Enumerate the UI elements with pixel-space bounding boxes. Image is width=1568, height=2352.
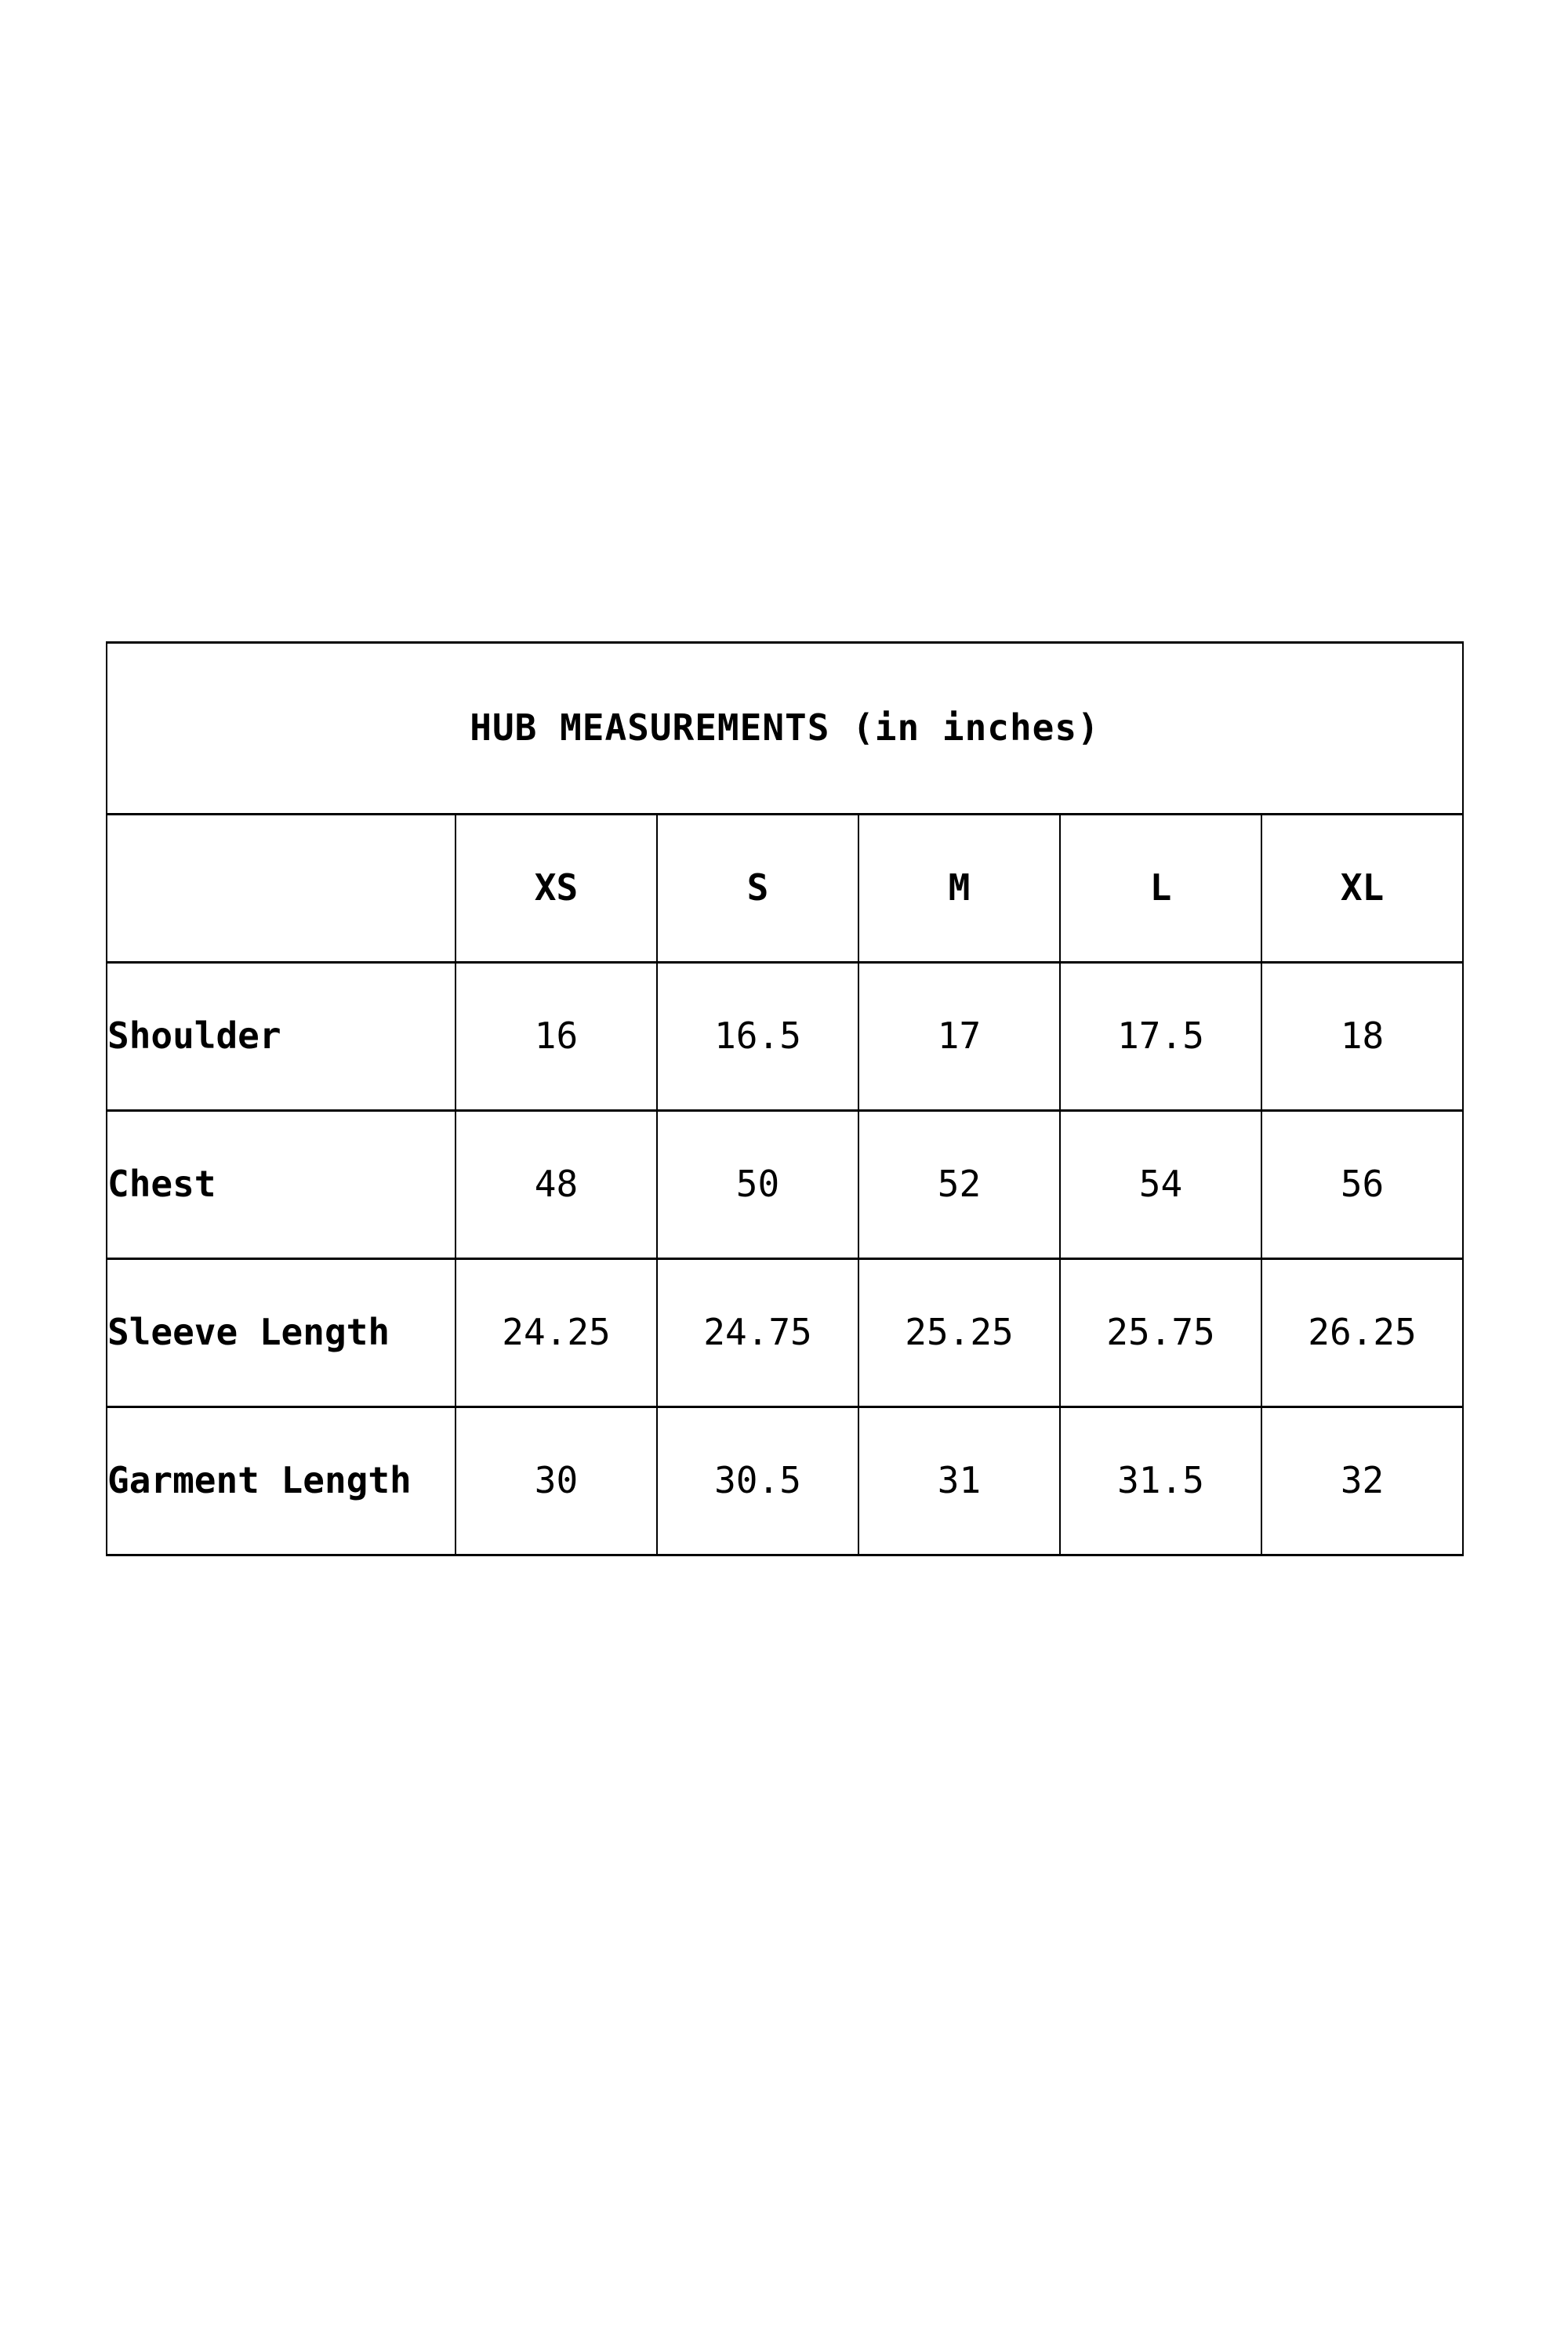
size-chart-table: HUB MEASUREMENTS (in inches) XS S M L XL… [105,641,1465,1556]
cell-chest-xl: 56 [1260,1109,1465,1260]
row-label-garment-length: Garment Length [106,1406,456,1556]
column-header-xs: XS [455,813,658,964]
cell-shoulder-xs: 16 [455,961,658,1112]
cell-chest-l: 54 [1059,1109,1262,1260]
cell-shoulder-l: 17.5 [1059,961,1262,1112]
cell-garment-length-s: 30.5 [656,1406,859,1556]
column-header-empty [106,813,456,964]
column-header-m: M [858,813,1061,964]
table-row-shoulder: Shoulder 16 16.5 17 17.5 18 [106,961,1465,1112]
row-label-sleeve-length: Sleeve Length [106,1258,456,1408]
column-header-s: S [656,813,859,964]
cell-shoulder-m: 17 [858,961,1061,1112]
cell-sleeve-length-m: 25.25 [858,1258,1061,1408]
table-row-chest: Chest 48 50 52 54 56 [106,1109,1465,1260]
cell-garment-length-xl: 32 [1260,1406,1465,1556]
cell-chest-s: 50 [656,1109,859,1260]
row-label-chest: Chest [106,1109,456,1260]
table-header-row: XS S M L XL [106,813,1465,964]
table-row-garment-length: Garment Length 30 30.5 31 31.5 32 [106,1406,1465,1556]
column-header-l: L [1059,813,1262,964]
cell-sleeve-length-xs: 24.25 [455,1258,658,1408]
cell-garment-length-m: 31 [858,1406,1061,1556]
cell-shoulder-s: 16.5 [656,961,859,1112]
cell-shoulder-xl: 18 [1260,961,1465,1112]
column-header-xl: XL [1260,813,1465,964]
cell-sleeve-length-s: 24.75 [656,1258,859,1408]
table-row-sleeve-length: Sleeve Length 24.25 24.75 25.25 25.75 26… [106,1258,1465,1408]
table-title: HUB MEASUREMENTS (in inches) [105,641,1465,815]
cell-garment-length-l: 31.5 [1059,1406,1262,1556]
cell-sleeve-length-l: 25.75 [1059,1258,1262,1408]
cell-sleeve-length-xl: 26.25 [1260,1258,1465,1408]
table-title-row: HUB MEASUREMENTS (in inches) [105,641,1465,815]
cell-chest-xs: 48 [455,1109,658,1260]
cell-chest-m: 52 [858,1109,1061,1260]
cell-garment-length-xs: 30 [455,1406,658,1556]
row-label-shoulder: Shoulder [106,961,456,1112]
